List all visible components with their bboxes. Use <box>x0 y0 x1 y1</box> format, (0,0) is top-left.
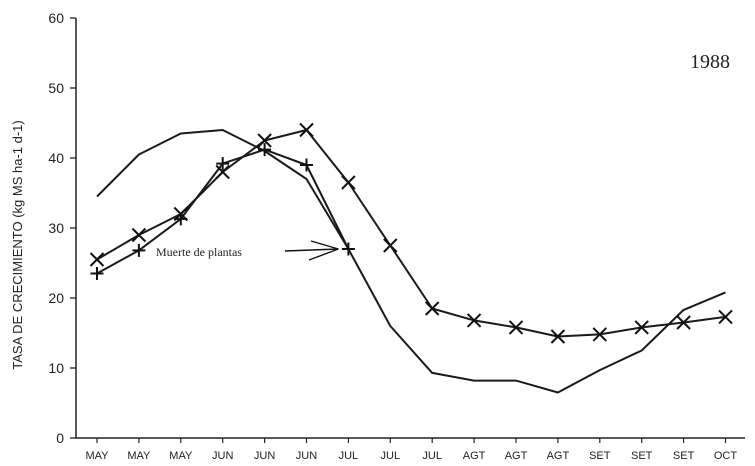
annotation-label: Muerte de plantas <box>156 245 242 259</box>
x-tick-label: SET <box>589 450 611 462</box>
y-axis-ticks: 0 10 20 30 40 50 60 <box>48 10 76 446</box>
arrow-shaft <box>284 248 339 252</box>
series-2-point <box>257 133 272 148</box>
y-tick-label: 40 <box>48 150 64 166</box>
series-2-line <box>96 129 726 338</box>
annotation-arrow <box>284 240 339 261</box>
x-marker-stroke <box>718 309 733 325</box>
x-tick-label: MAY <box>169 450 193 462</box>
series-2-point <box>424 301 440 316</box>
series-2-point <box>341 175 356 190</box>
series-2-point <box>592 327 608 342</box>
x-marker-stroke <box>508 320 524 335</box>
series-2-point <box>215 164 230 180</box>
x-marker-stroke <box>131 227 147 243</box>
series-2-point <box>466 313 482 328</box>
x-tick-label: AGT <box>463 450 486 462</box>
series-3-point <box>174 212 188 226</box>
x-axis-ticks: MAY MAY MAY JUN JUN JUN JUL JUL JUL AGT AGT AGT SET S… <box>85 438 737 462</box>
arrow-barb <box>310 240 339 250</box>
arrow-barb <box>308 248 339 261</box>
x-marker-stroke <box>215 164 230 180</box>
series-2-point <box>634 320 649 335</box>
x-marker-stroke <box>383 238 398 253</box>
x-tick-label: JUN <box>212 450 233 462</box>
series-markers <box>89 122 733 344</box>
series-2-point <box>383 238 398 253</box>
series-3-point <box>258 143 272 157</box>
x-marker-stroke <box>89 252 105 267</box>
x-marker-stroke <box>424 301 440 316</box>
x-tick-label: AGT <box>505 450 528 462</box>
x-tick-label: MAY <box>85 450 109 462</box>
x-marker-stroke <box>676 315 691 330</box>
series-3-point <box>300 158 313 172</box>
series-2-point <box>89 252 105 267</box>
y-tick-label: 20 <box>48 290 64 306</box>
x-marker-stroke <box>466 313 482 328</box>
x-marker-stroke <box>299 122 314 138</box>
x-tick-label: JUL <box>339 450 359 462</box>
y-tick-label: 10 <box>48 360 64 376</box>
y-axis-label: TASA DE CRECIMIENTO (kg MS ha-1 d-1) <box>10 120 25 369</box>
x-tick-label: JUL <box>422 450 442 462</box>
series-2-point <box>676 315 691 330</box>
series-3-point <box>341 242 355 256</box>
series-3-point <box>90 267 104 280</box>
x-marker-stroke <box>341 175 356 190</box>
x-tick-label: SET <box>631 450 653 462</box>
x-tick-label: OCT <box>714 450 738 462</box>
x-tick-label: JUN <box>254 450 275 462</box>
series-2-point <box>718 309 733 325</box>
x-marker-stroke <box>550 329 566 344</box>
x-tick-label: JUN <box>296 450 317 462</box>
series-3-point <box>132 243 146 257</box>
series-2-point <box>299 122 314 138</box>
axes <box>75 18 745 439</box>
x-tick-label: AGT <box>547 450 570 462</box>
y-tick-label: 60 <box>48 10 64 26</box>
y-tick-label: 50 <box>48 80 64 96</box>
series-3-point <box>216 157 230 171</box>
x-tick-label: JUL <box>381 450 401 462</box>
y-tick-label: 30 <box>48 220 64 236</box>
year-label: 1988 <box>690 51 730 73</box>
series-lines <box>96 129 726 394</box>
series-2-point <box>508 320 524 335</box>
x-marker-stroke <box>257 133 272 148</box>
series-1-line <box>96 129 726 394</box>
x-tick-label: MAY <box>127 450 151 462</box>
x-tick-label: SET <box>673 450 695 462</box>
x-marker-stroke <box>592 327 608 342</box>
series-2-point <box>550 329 566 344</box>
series-2-point <box>131 227 147 243</box>
y-tick-label: 0 <box>56 430 64 446</box>
x-marker-stroke <box>634 320 649 335</box>
